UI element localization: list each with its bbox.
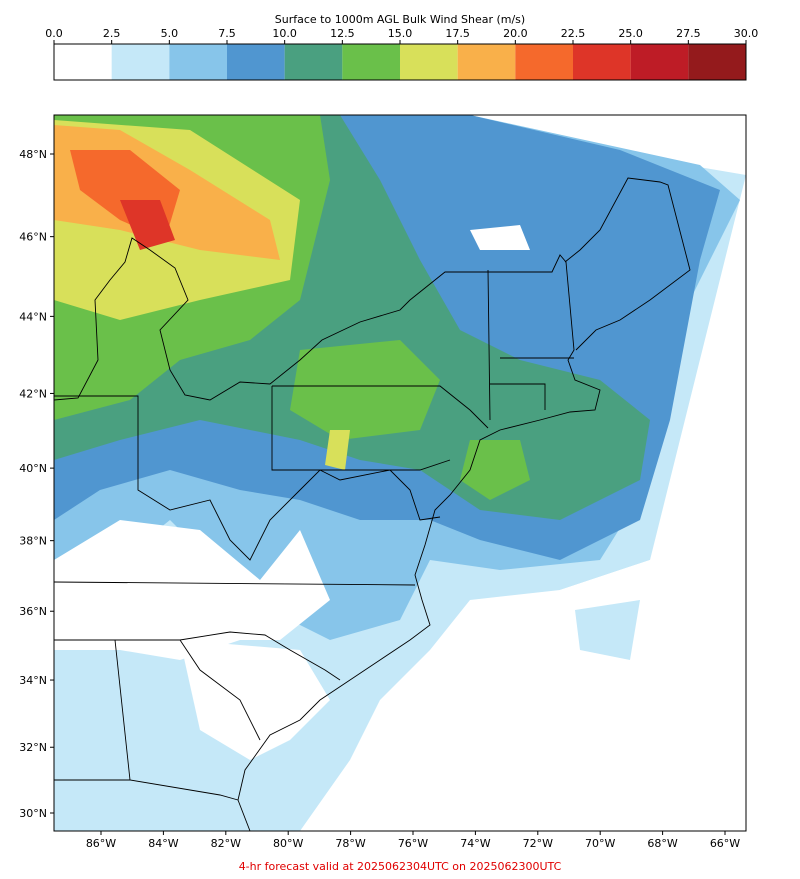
shear-region [575, 600, 640, 660]
colorbar-segment [169, 44, 227, 80]
lat-tick-label: 42°N [19, 387, 47, 400]
lon-tick-label: 68°W [647, 837, 677, 850]
shear-region [54, 520, 330, 660]
footer: 4-hr forecast valid at 2025062304UTC on … [239, 860, 562, 873]
lat-tick-label: 44°N [19, 310, 47, 323]
borders [54, 177, 691, 831]
lon-tick-label: 76°W [398, 837, 428, 850]
lat-tick-label: 48°N [19, 148, 47, 161]
colorbar-segment [573, 44, 631, 80]
colorbar-segment [227, 44, 285, 80]
shear-region [325, 430, 350, 470]
lon-tick-label: 80°W [273, 837, 303, 850]
colorbar-segment [688, 44, 746, 80]
colorbar-segment [457, 44, 516, 80]
lat-tick-label: 36°N [19, 605, 47, 618]
colorbar-tick-label: 2.5 [103, 27, 121, 40]
colorbar-segment [515, 44, 573, 80]
colorbar-tick-label: 12.5 [330, 27, 355, 40]
colorbar-tick-label: 17.5 [445, 27, 470, 40]
colorbar-tick-label: 5.0 [161, 27, 179, 40]
lon-tick-label: 78°W [335, 837, 365, 850]
lat-tick-label: 46°N [19, 231, 47, 244]
colorbar-tick-label: 0.0 [45, 27, 63, 40]
colorbar-segment [400, 44, 458, 80]
lat-tick-label: 38°N [19, 535, 47, 548]
colorbar-tick-label: 15.0 [388, 27, 413, 40]
map-frame [53, 114, 747, 832]
colorbar-title: Surface to 1000m AGL Bulk Wind Shear (m/… [275, 13, 525, 26]
colorbar-segment [630, 44, 689, 80]
colorbar-tick-label: 25.0 [618, 27, 643, 40]
colorbar-segment [54, 44, 112, 80]
colorbar-tick-label: 10.0 [272, 27, 297, 40]
lat-tick-label: 34°N [19, 674, 47, 687]
colorbar-segment [342, 44, 400, 80]
colorbar-tick-label: 7.5 [218, 27, 236, 40]
lon-tick-label: 66°W [710, 837, 740, 850]
shear-region [470, 225, 530, 250]
colorbar: 0.0 2.5 5.0 7.5 10.0 12.5 15.0 17.5 20.0 22.5 25.0… [45, 27, 759, 81]
axes: 86°W 84°W 82°W 80°W 78°W 76°W 74°W 72°W 70°W 68°W… [19, 148, 740, 850]
colorbar-tick-label: 27.5 [676, 27, 701, 40]
colorbar-tick-label: 20.0 [503, 27, 528, 40]
shear-region [120, 200, 175, 250]
wind-shear-field [54, 115, 746, 831]
shear-region [460, 440, 530, 500]
lon-tick-label: 86°W [86, 837, 116, 850]
colorbar-segment [284, 44, 343, 80]
lat-tick-label: 32°N [19, 741, 47, 754]
colorbar-tick-label: 22.5 [561, 27, 586, 40]
colorbar-tick-label: 30.0 [734, 27, 759, 40]
lon-tick-label: 84°W [148, 837, 178, 850]
lon-tick-label: 70°W [585, 837, 615, 850]
lat-tick-label: 30°N [19, 807, 47, 820]
shear-region [290, 340, 440, 440]
shear-region [420, 540, 746, 831]
lon-tick-label: 72°W [523, 837, 553, 850]
shear-region [180, 640, 330, 760]
lon-tick-label: 82°W [211, 837, 241, 850]
lat-tick-label: 40°N [19, 462, 47, 475]
colorbar-segment [111, 44, 170, 80]
lon-tick-label: 74°W [460, 837, 490, 850]
